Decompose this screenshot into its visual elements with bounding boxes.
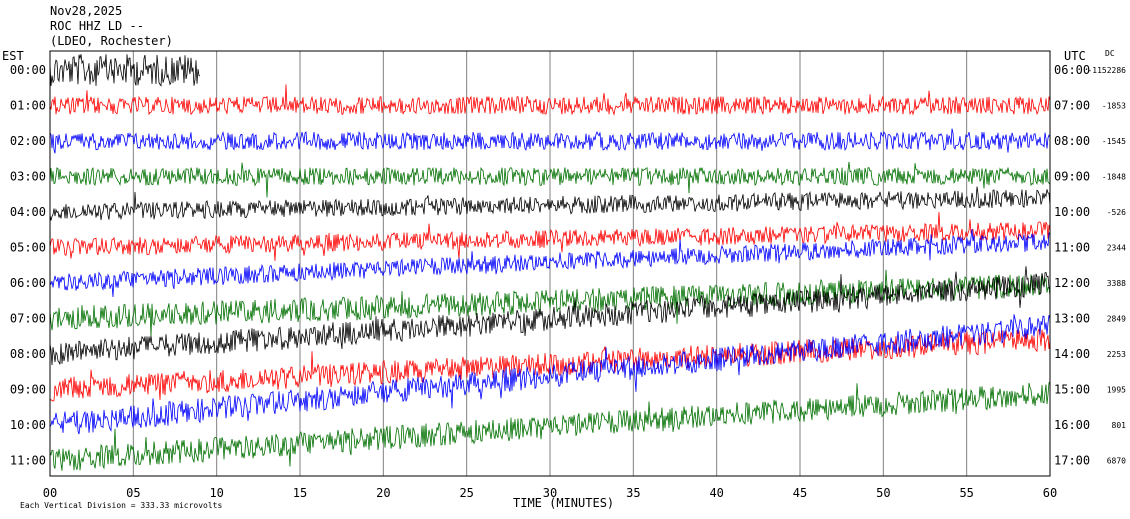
est-labels: 00:00 01:00 02:00 03:00 04:00 05:00 06:00 07:00… — [10, 63, 46, 468]
utc-label: 11:00 — [1054, 241, 1090, 255]
x-tick-label: 10 — [209, 486, 223, 500]
utc-labels: 06:00 07:00 08:00 09:00 10:00 11:00 12:00 13:00… — [1054, 63, 1090, 468]
trace-line — [49, 54, 201, 87]
trace-line — [49, 269, 1051, 337]
left-axis-title: EST — [2, 49, 24, 63]
x-tick-label: 20 — [376, 486, 390, 500]
x-axis-label: TIME (MINUTES) — [513, 496, 614, 510]
trace-line — [49, 128, 1051, 154]
dc-label: 801 — [1112, 421, 1127, 430]
trace-line — [49, 84, 1051, 116]
est-label: 09:00 — [10, 383, 46, 397]
est-label: 07:00 — [10, 312, 46, 326]
utc-label: 12:00 — [1054, 276, 1090, 290]
est-label: 05:00 — [10, 241, 46, 255]
x-tick-label: 55 — [959, 486, 973, 500]
utc-label: 14:00 — [1054, 347, 1090, 361]
title-network: (LDEO, Rochester) — [50, 34, 173, 48]
x-tick-label: 30 — [543, 486, 557, 500]
est-label: 02:00 — [10, 134, 46, 148]
utc-label: 09:00 — [1054, 170, 1090, 184]
trace-line — [49, 212, 1051, 261]
utc-label: 10:00 — [1054, 205, 1090, 219]
dc-label: -1853 — [1102, 102, 1126, 111]
utc-label: 07:00 — [1054, 99, 1090, 113]
trace-line — [49, 161, 1051, 198]
grid — [49, 51, 1051, 476]
utc-label: 17:00 — [1054, 454, 1090, 468]
utc-label: 06:00 — [1054, 63, 1090, 77]
trace-line — [49, 381, 1051, 471]
x-tick-label: 35 — [626, 486, 640, 500]
x-tick-label: 25 — [459, 486, 473, 500]
est-label: 04:00 — [10, 205, 46, 219]
dc-label: -1545 — [1102, 137, 1126, 146]
scale-note: Each Vertical Division = 333.33 microvol… — [20, 501, 222, 510]
dc-label: 2849 — [1107, 315, 1126, 324]
est-label: 00:00 — [10, 63, 46, 77]
utc-label: 15:00 — [1054, 383, 1090, 397]
dc-label: 3388 — [1107, 279, 1126, 288]
plot-frame — [49, 50, 1051, 477]
est-label: 10:00 — [10, 418, 46, 432]
est-label: 11:00 — [10, 454, 46, 468]
title-date: Nov28,2025 — [50, 4, 122, 18]
x-tick-label: 15 — [293, 486, 307, 500]
dc-label: -1152286 — [1087, 66, 1126, 75]
dc-label: 2344 — [1107, 244, 1126, 253]
dc-label: 1995 — [1107, 386, 1126, 395]
x-tick-label: 60 — [1043, 486, 1057, 500]
est-label: 01:00 — [10, 99, 46, 113]
est-label: 03:00 — [10, 170, 46, 184]
dc-header: DC — [1105, 49, 1115, 58]
dc-label: -1848 — [1102, 173, 1126, 182]
trace-line — [49, 229, 1051, 298]
x-tick-labels: 00 05 10 15 20 25 30 35 40 45 50 55 60 — [43, 486, 1057, 500]
dc-label: 2253 — [1107, 350, 1126, 359]
trace-line — [49, 314, 1051, 435]
right-axis-title: UTC — [1064, 49, 1086, 63]
utc-label: 16:00 — [1054, 418, 1090, 432]
title-station: ROC HHZ LD -- — [50, 19, 144, 33]
utc-label: 13:00 — [1054, 312, 1090, 326]
x-tick-label: 45 — [793, 486, 807, 500]
traces — [49, 54, 1051, 471]
dc-label: -526 — [1107, 208, 1126, 217]
x-tick-label: 50 — [876, 486, 890, 500]
est-label: 08:00 — [10, 347, 46, 361]
x-tick-label: 40 — [709, 486, 723, 500]
trace-line — [49, 328, 1051, 402]
x-tick-label: 00 — [43, 486, 57, 500]
dc-labels: -1152286 -1853 -1545 -1848 -526 2344 3388 2849 2… — [1087, 66, 1126, 466]
utc-label: 08:00 — [1054, 134, 1090, 148]
x-tick-label: 05 — [126, 486, 140, 500]
est-label: 06:00 — [10, 276, 46, 290]
trace-line — [49, 266, 1051, 366]
trace-line — [49, 186, 1051, 221]
dc-label: 6870 — [1107, 457, 1126, 466]
